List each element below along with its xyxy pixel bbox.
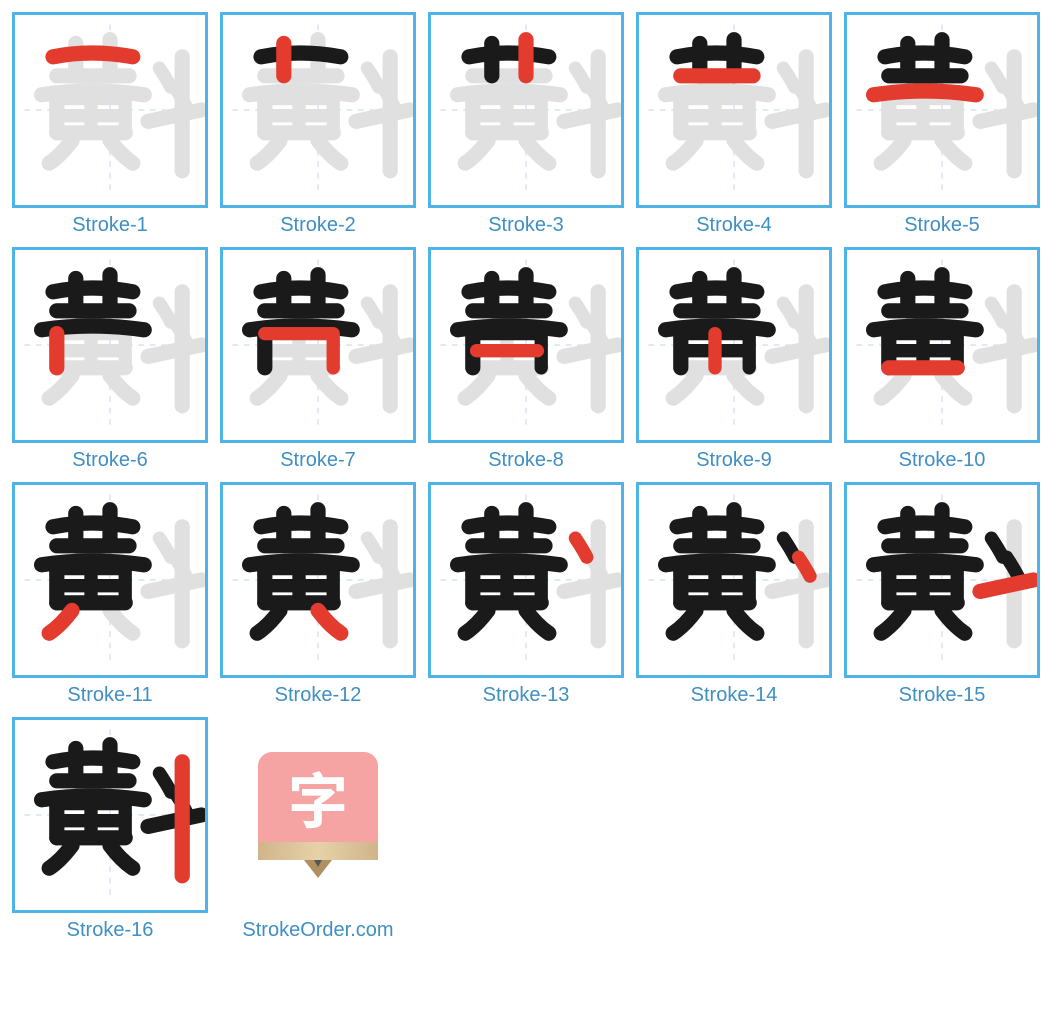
stroke-caption: Stroke-1: [72, 214, 148, 237]
stroke-cell: Stroke-3: [426, 12, 626, 237]
stroke-caption: Stroke-15: [899, 684, 986, 707]
stroke-caption: Stroke-16: [67, 919, 154, 942]
stroke-frame: [428, 247, 624, 443]
stroke-frame: [636, 247, 832, 443]
stroke-cell: Stroke-2: [218, 12, 418, 237]
stroke-frame: [220, 482, 416, 678]
stroke-caption: Stroke-7: [280, 449, 356, 472]
stroke-cell: Stroke-12: [218, 482, 418, 707]
stroke-caption: Stroke-8: [488, 449, 564, 472]
pencil-tip-icon: [304, 860, 332, 878]
stroke-frame: [12, 482, 208, 678]
stroke-frame: [428, 482, 624, 678]
stroke-frame: [12, 12, 208, 208]
stroke-caption: Stroke-10: [899, 449, 986, 472]
logo-caption: StrokeOrder.com: [242, 919, 393, 942]
stroke-caption: Stroke-13: [483, 684, 570, 707]
stroke-cell: Stroke-5: [842, 12, 1042, 237]
stroke-cell: Stroke-13: [426, 482, 626, 707]
stroke-cell: Stroke-7: [218, 247, 418, 472]
pencil-body-icon: [258, 842, 378, 860]
stroke-caption: Stroke-6: [72, 449, 148, 472]
stroke-frame: [428, 12, 624, 208]
stroke-frame: [844, 12, 1040, 208]
stroke-cell: Stroke-6: [10, 247, 210, 472]
stroke-frame: [636, 482, 832, 678]
stroke-caption: Stroke-2: [280, 214, 356, 237]
stroke-cell: Stroke-9: [634, 247, 834, 472]
stroke-cell: Stroke-16: [10, 717, 210, 942]
stroke-caption: Stroke-14: [691, 684, 778, 707]
stroke-caption: Stroke-4: [696, 214, 772, 237]
stroke-cell: Stroke-15: [842, 482, 1042, 707]
stroke-cell: Stroke-1: [10, 12, 210, 237]
stroke-frame: [12, 717, 208, 913]
stroke-caption: Stroke-9: [696, 449, 772, 472]
stroke-cell: Stroke-14: [634, 482, 834, 707]
stroke-caption: Stroke-12: [275, 684, 362, 707]
stroke-cell: Stroke-8: [426, 247, 626, 472]
stroke-frame: [220, 12, 416, 208]
stroke-frame: [12, 247, 208, 443]
logo-character: 字: [258, 752, 378, 842]
stroke-caption: Stroke-11: [67, 684, 152, 707]
stroke-caption: Stroke-5: [904, 214, 980, 237]
stroke-frame: [844, 247, 1040, 443]
stroke-cell: Stroke-11: [10, 482, 210, 707]
stroke-cell: Stroke-4: [634, 12, 834, 237]
strokeorder-logo: 字: [220, 717, 416, 913]
stroke-caption: Stroke-3: [488, 214, 564, 237]
stroke-frame: [636, 12, 832, 208]
stroke-order-grid: Stroke-1 Stroke-2 Stroke-3 Stroke-4 Stroke-5…: [10, 12, 1040, 942]
stroke-cell: Stroke-10: [842, 247, 1042, 472]
stroke-frame: [220, 247, 416, 443]
logo-cell: 字 StrokeOrder.com: [218, 717, 418, 942]
stroke-frame: [844, 482, 1040, 678]
